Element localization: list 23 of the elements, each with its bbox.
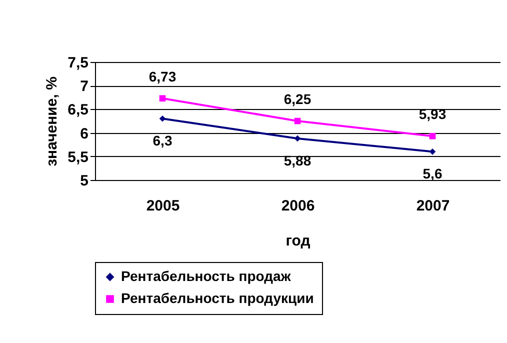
y-tick-label: 5,5 (68, 148, 88, 166)
x-tick-label: 2005 (146, 198, 180, 214)
legend-label: Рентабельность продукции (121, 290, 314, 306)
y-axis-title: значение, % (44, 76, 61, 166)
x-tick-label: 2006 (281, 198, 315, 214)
data-label: 6,25 (284, 91, 312, 107)
point (159, 95, 166, 102)
legend-label: Рентабельность продаж (121, 268, 292, 284)
point (294, 118, 301, 124)
data-label: 6,73 (148, 68, 176, 84)
y-tick-label: 7 (80, 78, 88, 96)
point (429, 148, 436, 155)
data-label: 5,6 (422, 166, 442, 182)
point (429, 132, 436, 140)
point (294, 135, 301, 142)
y-tick-label: 5 (80, 172, 88, 190)
point (159, 115, 166, 122)
y-tick-label: 6 (80, 125, 88, 142)
x-axis-title: год (286, 232, 311, 250)
data-label: 6,3 (152, 132, 172, 149)
x-tick-label: 2007 (416, 198, 450, 214)
y-tick-label: 7,5 (68, 54, 88, 72)
y-tick-label: 6,5 (68, 102, 88, 119)
